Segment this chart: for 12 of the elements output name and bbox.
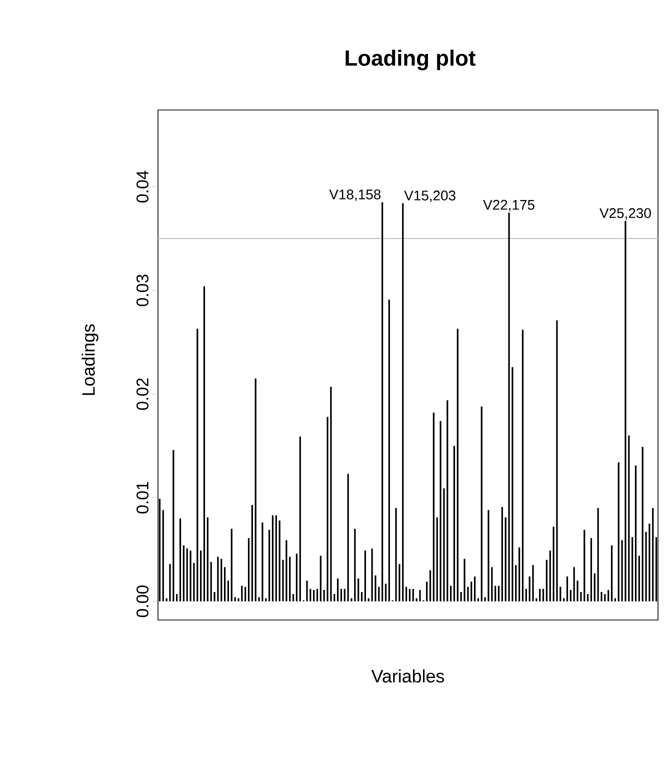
y-tick-label: 0.02 [136,378,148,410]
y-tick-label: 0.03 [136,274,148,306]
chart-title: Loading plot [346,50,476,70]
annotation: V18,158 [329,190,381,202]
annotation: V25,230 [600,208,651,220]
annotation: V22,175 [483,200,534,212]
y-axis-title: Loadings [82,324,98,395]
annotation: V15,203 [404,190,456,202]
y-tick-label: 0.01 [136,482,148,514]
y-tick-label: 0.00 [136,586,148,618]
x-axis-title: Variables [371,669,444,683]
y-tick-label: 0.04 [136,170,148,203]
